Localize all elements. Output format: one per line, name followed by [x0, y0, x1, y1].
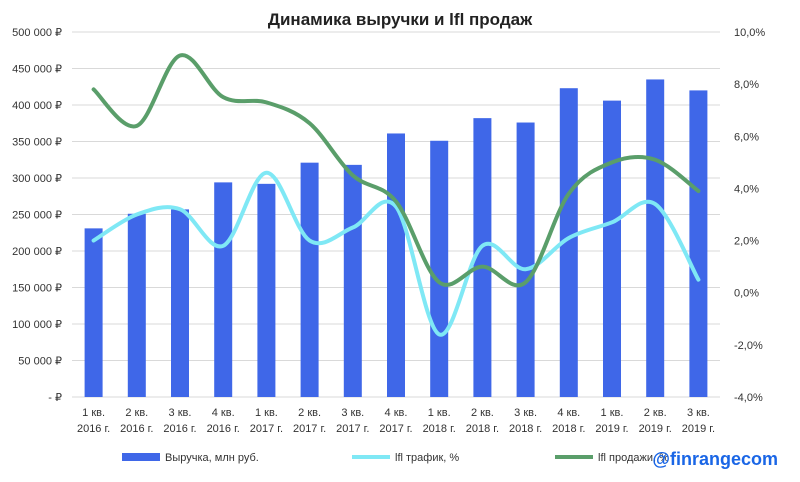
x-tick-quarter: 2 кв.	[644, 407, 667, 419]
x-tick-quarter: 3 кв.	[341, 407, 364, 419]
right-tick-label: 6,0%	[734, 131, 759, 143]
lfl-lines	[91, 53, 701, 337]
left-tick-label: 250 000 ₽	[12, 210, 62, 222]
legend-label-sales: lfl продажи, %	[598, 452, 669, 464]
x-tick-quarter: 4 кв.	[557, 407, 580, 419]
x-tick-quarter: 4 кв.	[385, 407, 408, 419]
revenue-bar	[127, 213, 146, 397]
right-axis-ticks: -4,0% -2,0% 0,0% 2,0% 4,0% 6,0% 8,0% 10,0%	[734, 27, 765, 404]
right-tick-label: -4,0%	[734, 392, 763, 404]
x-axis-ticks: 1 кв. 2016 г. 2 кв. 2016 г. 3 кв. 2016 г. 4 кв…	[77, 407, 715, 435]
right-tick-label: 0,0%	[734, 288, 759, 300]
x-tick-year: 2018 г.	[466, 423, 499, 435]
x-tick-quarter: 1 кв.	[601, 407, 624, 419]
legend-swatch-revenue	[122, 453, 160, 461]
x-tick-quarter: 2 кв.	[298, 407, 321, 419]
x-tick-year: 2016 г.	[120, 423, 153, 435]
x-tick-quarter: 4 кв.	[212, 407, 235, 419]
left-tick-label: 400 000 ₽	[12, 100, 62, 112]
revenue-bars	[84, 79, 708, 398]
lfl-traffic-line	[91, 170, 701, 337]
revenue-bar	[559, 88, 578, 398]
x-tick-quarter: 1 кв.	[428, 407, 451, 419]
left-tick-label: 500 000 ₽	[12, 27, 62, 39]
revenue-bar	[430, 140, 449, 397]
watermark: @finrangecom	[652, 449, 778, 469]
left-tick-label: 350 000 ₽	[12, 137, 62, 149]
x-tick-year: 2017 г.	[250, 423, 283, 435]
x-tick-year: 2018 г.	[423, 423, 456, 435]
revenue-bar	[257, 183, 276, 397]
x-tick-year: 2018 г.	[509, 423, 542, 435]
x-tick-year: 2019 г.	[682, 423, 715, 435]
left-tick-label: 100 000 ₽	[12, 319, 62, 331]
revenue-bar	[343, 164, 362, 397]
revenue-bar	[84, 228, 103, 397]
x-tick-quarter: 1 кв.	[82, 407, 105, 419]
legend: Выручка, млн руб. lfl трафик, % lfl продаж…	[122, 452, 669, 464]
left-tick-label: 450 000 ₽	[12, 64, 62, 76]
left-axis-ticks: - ₽ 50 000 ₽ 100 000 ₽ 150 000 ₽ 200 000 ₽ 25…	[12, 27, 62, 404]
revenue-bar	[473, 118, 492, 397]
x-tick-quarter: 3 кв.	[687, 407, 710, 419]
revenue-bar	[516, 122, 535, 398]
legend-label-traffic: lfl трафик, %	[395, 452, 459, 464]
x-tick-quarter: 1 кв.	[255, 407, 278, 419]
revenue-bar	[171, 209, 189, 397]
revenue-bar	[387, 133, 405, 397]
revenue-bar	[646, 79, 665, 397]
x-tick-year: 2019 г.	[639, 423, 672, 435]
left-tick-label: 50 000 ₽	[18, 356, 62, 368]
chart-title: Динамика выручки и lfl продаж	[268, 10, 533, 29]
revenue-bar	[214, 182, 233, 397]
x-tick-year: 2017 г.	[293, 423, 326, 435]
legend-label-revenue: Выручка, млн руб.	[165, 452, 259, 464]
right-tick-label: 4,0%	[734, 183, 759, 195]
right-tick-label: 10,0%	[734, 27, 765, 39]
lfl-sales-line	[91, 53, 701, 288]
right-tick-label: 8,0%	[734, 79, 759, 91]
left-tick-label: 150 000 ₽	[12, 283, 62, 295]
x-tick-year: 2018 г.	[552, 423, 585, 435]
left-tick-label: 300 000 ₽	[12, 173, 62, 185]
left-tick-label: - ₽	[48, 392, 62, 404]
revenue-bar	[603, 100, 621, 398]
x-tick-year: 2019 г.	[595, 423, 628, 435]
revenue-bar	[300, 162, 319, 397]
x-tick-year: 2016 г.	[207, 423, 240, 435]
x-tick-quarter: 3 кв.	[514, 407, 537, 419]
x-tick-quarter: 2 кв.	[471, 407, 494, 419]
revenue-bar	[689, 90, 708, 398]
x-tick-year: 2017 г.	[336, 423, 369, 435]
right-tick-label: 2,0%	[734, 236, 759, 248]
x-tick-year: 2016 г.	[163, 423, 196, 435]
right-tick-label: -2,0%	[734, 340, 763, 352]
x-tick-year: 2017 г.	[379, 423, 412, 435]
left-tick-label: 200 000 ₽	[12, 246, 62, 258]
x-tick-year: 2016 г.	[77, 423, 110, 435]
x-tick-quarter: 2 кв.	[125, 407, 148, 419]
x-tick-quarter: 3 кв.	[169, 407, 192, 419]
